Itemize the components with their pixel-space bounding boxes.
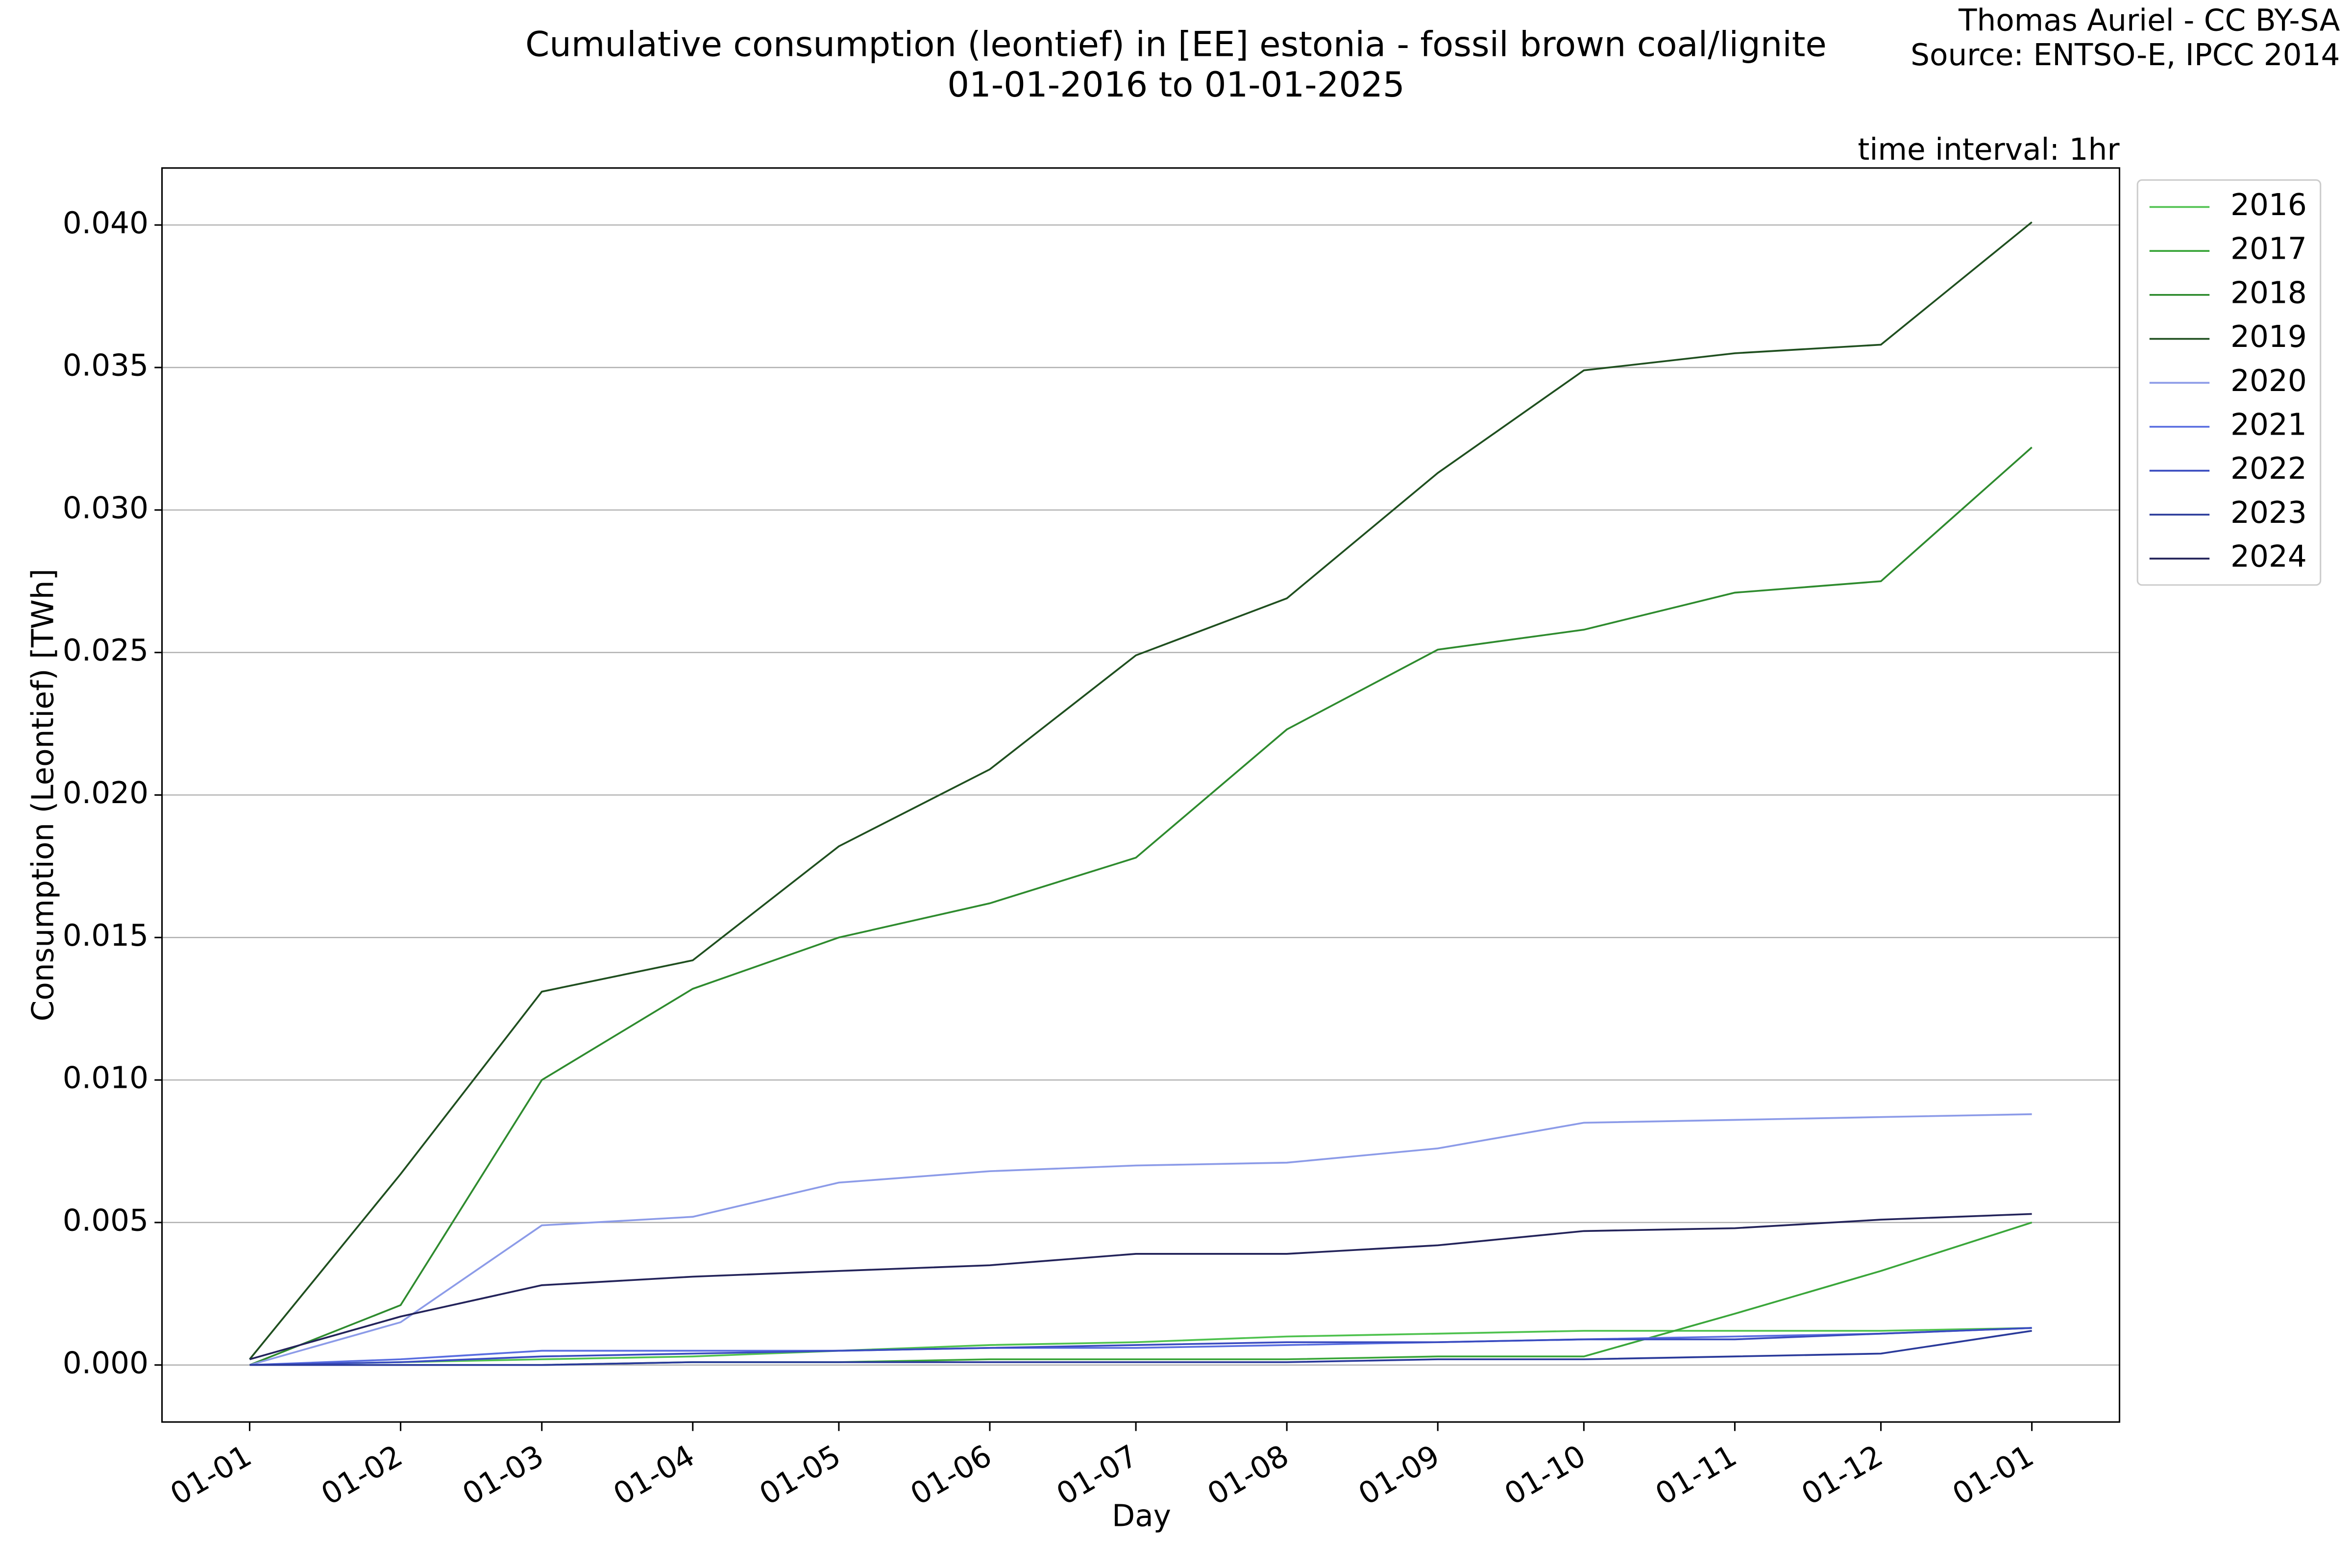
series-line <box>249 221 2033 1360</box>
legend-label: 2019 <box>2230 319 2307 354</box>
y-tick-label: 0.000 <box>63 1346 148 1380</box>
legend-label: 2023 <box>2230 495 2307 530</box>
chart-subtitle: 01-01-2016 to 01-01-2025 <box>947 65 1405 105</box>
y-tick-label: 0.040 <box>63 206 148 241</box>
chart-title: Cumulative consumption (leontief) in [EE… <box>525 24 1827 64</box>
legend-label: 2017 <box>2230 232 2307 267</box>
series-line <box>249 1113 2032 1366</box>
y-axis-label: Consumption (Leontief) [TWh] <box>25 569 60 1022</box>
y-tick-label: 0.005 <box>63 1203 148 1238</box>
y-tick-label: 0.015 <box>63 918 148 953</box>
series-line <box>249 1330 2032 1366</box>
series-line <box>249 1327 2032 1366</box>
source: Source: ENTSO-E, IPCC 2014 <box>1911 38 2340 73</box>
legend-label: 2021 <box>2230 408 2307 442</box>
legend-label: 2024 <box>2230 539 2307 574</box>
legend-label: 2018 <box>2230 275 2307 310</box>
legend-label: 2022 <box>2230 451 2307 486</box>
series-line <box>249 1213 2032 1360</box>
y-tick-label: 0.020 <box>63 776 148 810</box>
y-tick-label: 0.025 <box>63 633 148 668</box>
plot-frame <box>161 167 2121 1423</box>
credit: Thomas Auriel - CC BY-SA <box>1958 3 2340 38</box>
legend-box <box>2136 179 2322 586</box>
x-axis-label: Day <box>1112 1499 1171 1534</box>
series-line <box>249 1327 2032 1366</box>
y-tick-label: 0.030 <box>63 490 148 525</box>
legend-label: 2016 <box>2230 188 2307 222</box>
series-line <box>249 446 2033 1366</box>
series-line <box>249 1327 2032 1366</box>
y-tick-label: 0.035 <box>63 348 148 383</box>
legend-label: 2020 <box>2230 364 2307 398</box>
y-tick-label: 0.010 <box>63 1061 148 1096</box>
interval-note: time interval: 1hr <box>1858 132 2120 167</box>
